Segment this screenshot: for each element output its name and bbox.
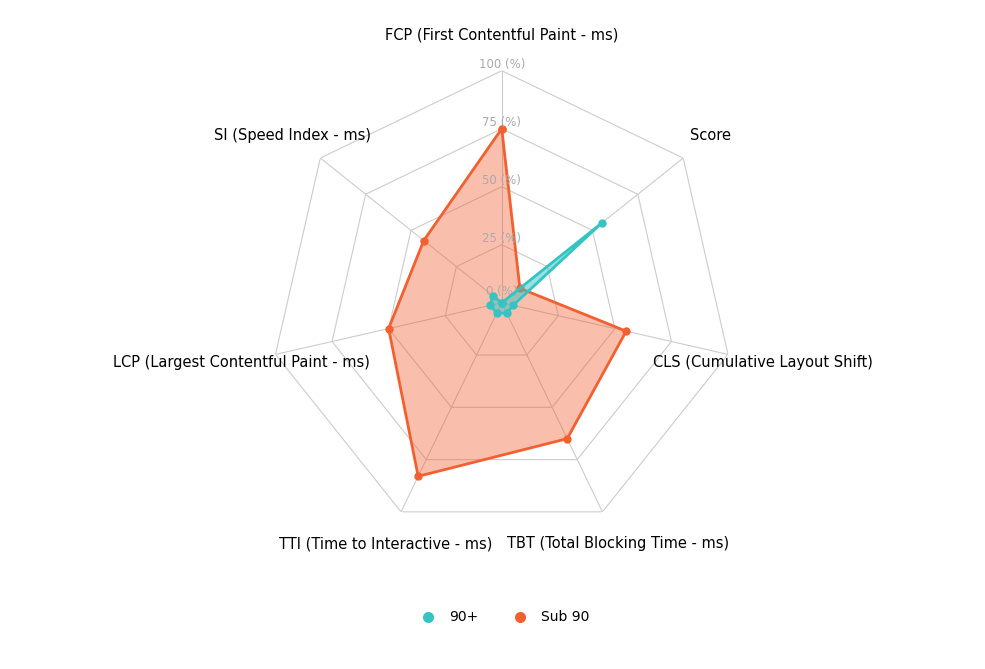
Text: 25 (%): 25 (%) [483,231,521,245]
Polygon shape [491,223,602,313]
Text: 100 (%): 100 (%) [479,58,525,71]
Legend: 90+, Sub 90: 90+, Sub 90 [409,605,595,630]
Text: 75 (%): 75 (%) [483,116,521,128]
Text: 0 (%): 0 (%) [486,285,517,298]
Polygon shape [389,128,626,476]
Text: 50 (%): 50 (%) [483,174,521,187]
